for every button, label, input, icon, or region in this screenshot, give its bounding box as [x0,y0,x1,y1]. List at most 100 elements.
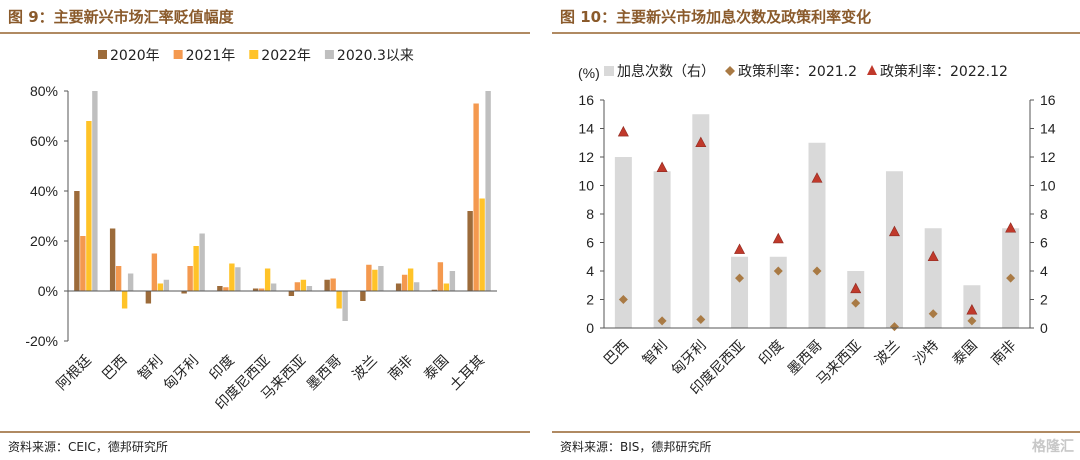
bar [193,246,199,291]
bar [109,228,116,291]
triangle-point [850,282,862,294]
bar [731,256,749,328]
legend-label: 2022年 [261,48,311,64]
category-label: 南非 [385,353,416,384]
triangle-point [656,161,668,172]
category-label: 智利 [640,338,671,369]
bar [360,291,366,301]
bar [336,291,342,309]
bar [127,273,134,291]
bar [92,91,98,291]
bar [378,266,384,291]
triangle-point [888,225,900,237]
category-label: 印度 [756,338,787,369]
bar [217,286,223,291]
y-tick-label-left: 4 [586,263,594,279]
y-tick-label: 0% [38,283,58,299]
legend-swatch [604,66,614,76]
y-tick-label-right: 14 [1040,121,1056,137]
bar [653,171,671,328]
right-source-rule [552,431,1080,433]
watermark-logo: 格隆汇 [1032,439,1074,455]
bar [924,228,942,328]
triangle-point [927,250,939,262]
unit-label: (%) [578,65,600,81]
y-tick-label-left: 16 [578,92,594,108]
bar [288,291,295,296]
bar [401,274,408,291]
category-label: 南非 [988,338,1019,369]
bar [199,233,205,291]
bar [324,279,330,291]
bar [223,287,229,291]
bar [473,103,479,291]
bar [431,289,438,291]
bar [479,198,485,291]
category-label: 印度 [207,353,238,384]
bar [395,283,402,291]
left-source-note: 资料来源：CEIC，德邦研究所 [8,440,168,454]
y-tick-label-left: 14 [578,121,594,137]
legend-triangle [867,65,877,75]
legend-label: 政策利率：2022.12 [880,63,1008,80]
bar [300,279,307,291]
bar [74,191,80,291]
bar [229,263,235,291]
y-tick-label: -20% [25,333,58,349]
category-label: 智利 [135,353,166,384]
category-label: 巴西 [99,353,130,384]
diamond-point [1006,273,1016,283]
bar [372,269,378,291]
bar [145,291,152,304]
y-tick-label-left: 10 [578,178,594,194]
triangle-point [811,172,823,183]
category-label: 泰国 [950,338,981,369]
bar [294,282,301,291]
y-tick-label-left: 2 [586,292,594,308]
y-tick-label: 40% [30,183,58,199]
bar [437,262,444,291]
y-tick-label: 80% [30,83,58,99]
bar [443,283,450,291]
bar [808,142,826,328]
y-tick-label-left: 6 [586,235,594,251]
y-tick-label-left: 8 [586,206,594,222]
triangle-point [772,232,784,244]
bar [413,282,420,291]
y-tick-label-right: 10 [1040,178,1056,194]
triangle-point [617,125,629,137]
right-title-rule [552,32,1080,34]
legend-swatch [98,50,107,59]
category-label: 沙特 [911,338,942,369]
bar [151,253,158,291]
right-figure-title: 图 10：主要新兴市场加息次数及政策利率变化 [560,8,872,26]
y-tick-label: 60% [30,133,58,149]
right-source-note: 资料来源：BIS，德邦研究所 [560,440,712,454]
bar [86,121,92,291]
legend-label: 加息次数（右） [617,63,715,80]
y-tick-label-right: 16 [1040,92,1056,108]
y-tick-label-right: 8 [1040,206,1048,222]
bar [485,91,491,291]
left-title-rule [0,32,530,34]
y-tick-label-right: 6 [1040,235,1048,251]
y-tick-label-right: 0 [1040,320,1048,336]
diamond-point [928,309,938,319]
legend-label: 2020年 [110,48,160,64]
left-figure-title: 图 9：主要新兴市场汇率贬值幅度 [8,8,234,26]
legend-swatch [324,50,334,59]
bar [115,266,122,291]
category-label: 匈牙利 [161,353,202,394]
bar [449,271,456,291]
bar [885,171,903,328]
diamond-point [696,314,706,324]
legend-swatch [173,50,183,59]
bar [121,291,128,309]
bar [252,288,259,291]
triangle-point [695,136,707,148]
triangle-point [966,304,978,315]
left-figure-panel: 图 9：主要新兴市场汇率贬值幅度 -20% 0% 20% 40% 60% 80% 阿根廷 巴西… [0,0,530,460]
category-label: 巴西 [601,338,632,369]
